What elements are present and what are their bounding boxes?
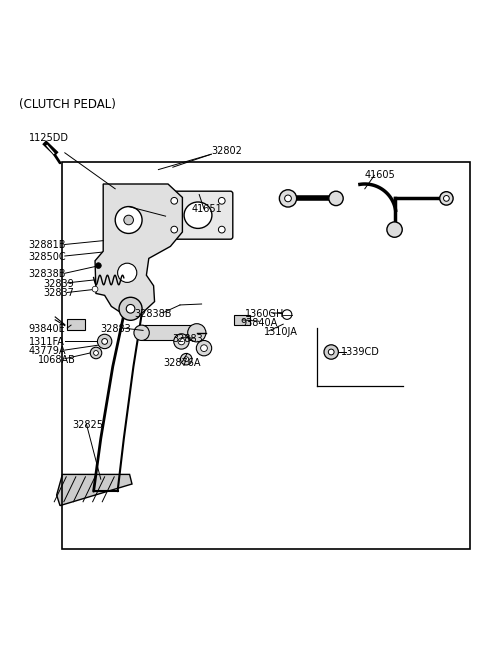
Circle shape (174, 334, 189, 349)
Circle shape (440, 192, 453, 205)
Circle shape (90, 347, 102, 359)
Circle shape (329, 191, 343, 205)
Text: (CLUTCH PEDAL): (CLUTCH PEDAL) (19, 98, 116, 112)
Circle shape (218, 197, 225, 204)
Text: 32837: 32837 (43, 289, 74, 298)
Text: 93840A: 93840A (240, 318, 277, 328)
Text: 32839: 32839 (43, 279, 74, 289)
Bar (142, 325, 197, 340)
Circle shape (118, 263, 137, 282)
Circle shape (102, 338, 108, 344)
Circle shape (328, 349, 334, 355)
Circle shape (119, 297, 142, 320)
Text: 32802: 32802 (211, 146, 242, 156)
Text: 1360GH: 1360GH (245, 308, 284, 319)
Circle shape (196, 340, 212, 356)
Circle shape (324, 345, 338, 359)
Circle shape (218, 226, 225, 233)
Text: 32876A: 32876A (163, 358, 201, 367)
Text: 1068AB: 1068AB (38, 355, 76, 365)
Text: 43779A: 43779A (29, 346, 66, 356)
Circle shape (184, 357, 189, 361)
Circle shape (171, 226, 178, 233)
Circle shape (134, 325, 149, 340)
Polygon shape (95, 184, 182, 315)
Circle shape (92, 286, 98, 292)
Text: 32825: 32825 (72, 420, 103, 430)
Circle shape (171, 197, 178, 204)
Bar (67, 319, 85, 331)
Circle shape (282, 310, 292, 319)
Circle shape (94, 350, 98, 356)
Circle shape (97, 335, 112, 348)
Text: 32883: 32883 (173, 334, 204, 344)
Circle shape (279, 190, 297, 207)
FancyBboxPatch shape (163, 191, 233, 239)
Circle shape (115, 207, 142, 234)
Circle shape (201, 345, 207, 352)
Text: 1310JA: 1310JA (264, 327, 298, 337)
Circle shape (178, 338, 185, 345)
Text: 32883: 32883 (101, 324, 132, 334)
Ellipse shape (184, 202, 212, 228)
Text: 41605: 41605 (365, 171, 396, 180)
Circle shape (285, 195, 291, 202)
Bar (62, 163, 470, 549)
Circle shape (180, 354, 192, 365)
Bar (234, 315, 250, 325)
Text: 32881B: 32881B (29, 241, 66, 251)
Text: 41651: 41651 (192, 204, 223, 214)
Text: 1311FA: 1311FA (29, 337, 65, 348)
Circle shape (387, 222, 402, 237)
Text: 1339CD: 1339CD (341, 347, 380, 357)
Circle shape (126, 304, 135, 313)
Text: 93840E: 93840E (29, 324, 66, 334)
Circle shape (444, 195, 449, 201)
Text: 32850C: 32850C (29, 252, 66, 262)
Text: 32838B: 32838B (134, 308, 172, 319)
Circle shape (188, 323, 206, 342)
Polygon shape (57, 474, 132, 506)
Circle shape (124, 215, 133, 225)
Circle shape (96, 262, 101, 268)
Text: 32838B: 32838B (29, 269, 66, 279)
Text: 1125DD: 1125DD (29, 133, 69, 144)
